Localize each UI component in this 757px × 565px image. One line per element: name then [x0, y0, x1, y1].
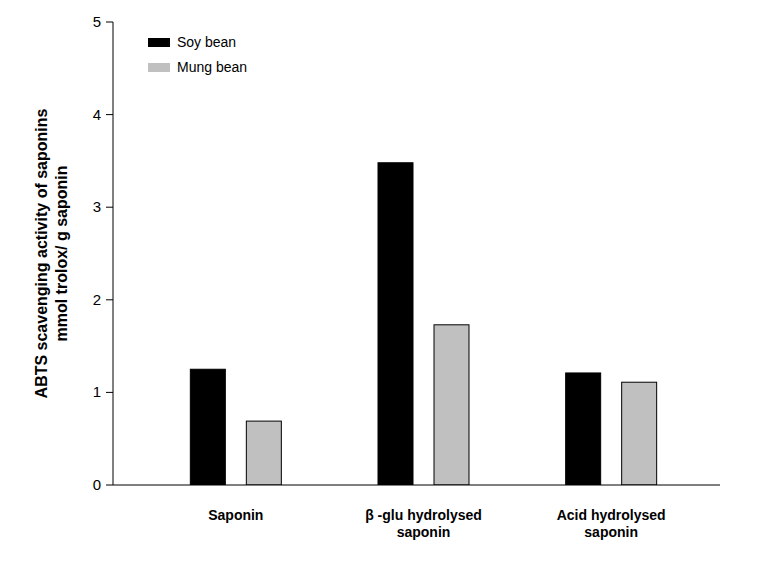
- x-tick-label-line: β -glu hydrolysed: [365, 507, 482, 523]
- x-tick-label: Saponin: [208, 507, 263, 523]
- y-tick: [106, 22, 113, 23]
- y-tick: [106, 299, 113, 300]
- x-axis: [113, 485, 720, 486]
- x-tick-label-line: saponin: [584, 524, 638, 540]
- y-tick: [106, 114, 113, 115]
- bar: [378, 163, 413, 485]
- legend-swatch: [148, 38, 170, 47]
- y-tick: [106, 485, 113, 486]
- bar: [190, 369, 225, 485]
- legend-label: Soy bean: [177, 34, 236, 50]
- x-tick-label-line: Saponin: [208, 507, 263, 523]
- bar: [622, 382, 657, 485]
- chart: 012345Saponinβ -glu hydrolysedsaponinAci…: [0, 0, 757, 565]
- y-tick: [106, 207, 113, 208]
- legend-label: Mung bean: [177, 59, 247, 75]
- y-tick-label: 5: [93, 13, 101, 30]
- x-tick-label: Acid hydrolysedsaponin: [557, 507, 666, 540]
- y-axis: [113, 22, 114, 485]
- x-tick-label-line: Acid hydrolysed: [557, 507, 666, 523]
- x-tick-label-line: saponin: [397, 524, 451, 540]
- legend-swatch: [148, 63, 170, 72]
- y-axis-label: ABTS scavenging activity of saponinsmmol…: [33, 108, 70, 398]
- x-tick-label: β -glu hydrolysedsaponin: [365, 507, 482, 540]
- y-axis-label-line: ABTS scavenging activity of saponins: [33, 108, 50, 398]
- bar: [246, 421, 281, 485]
- bar: [434, 325, 469, 485]
- y-tick: [106, 392, 113, 393]
- y-tick-label: 4: [93, 106, 101, 123]
- y-tick-label: 1: [93, 383, 101, 400]
- bar: [566, 373, 601, 485]
- y-tick-label: 3: [93, 198, 101, 215]
- y-tick-label: 0: [93, 476, 101, 493]
- bars: [190, 163, 656, 485]
- y-axis-label-line: mmol trolox/ g saponin: [53, 165, 70, 341]
- y-tick-label: 2: [93, 291, 101, 308]
